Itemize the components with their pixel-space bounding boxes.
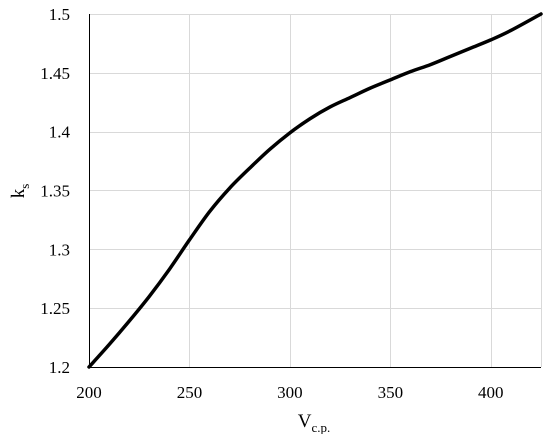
x-tick-label: 300 (277, 383, 303, 402)
x-axis-label: Vc.p. (298, 411, 331, 434)
x-tick-label: 250 (177, 383, 203, 402)
tick-labels: 200 250 300 350 400 1.2 1.25 1.3 1.35 1.4 1.45 1.5 (40, 5, 503, 402)
series-line (87, 12, 543, 369)
series (87, 12, 543, 369)
y-axis-label: ks (8, 184, 32, 199)
y-tick-label: 1.3 (49, 240, 70, 259)
axes (89, 14, 541, 368)
x-axis-label-subscript: c.p. (311, 420, 330, 434)
grid (89, 14, 542, 368)
y-axis-label-main: k (8, 188, 29, 198)
y-tick-label: 1.25 (40, 299, 70, 318)
x-tick-label: 200 (76, 383, 102, 402)
y-tick-label: 1.35 (40, 182, 70, 201)
x-tick-label: 400 (478, 383, 504, 402)
x-axis-label-main: V (298, 411, 312, 432)
y-tick-label: 1.2 (49, 358, 70, 377)
x-tick-label: 350 (378, 383, 404, 402)
y-axis-label-subscript: s (17, 184, 32, 189)
y-tick-label: 1.45 (40, 64, 70, 83)
y-tick-label: 1.4 (49, 123, 71, 142)
y-tick-label: 1.5 (49, 5, 70, 24)
